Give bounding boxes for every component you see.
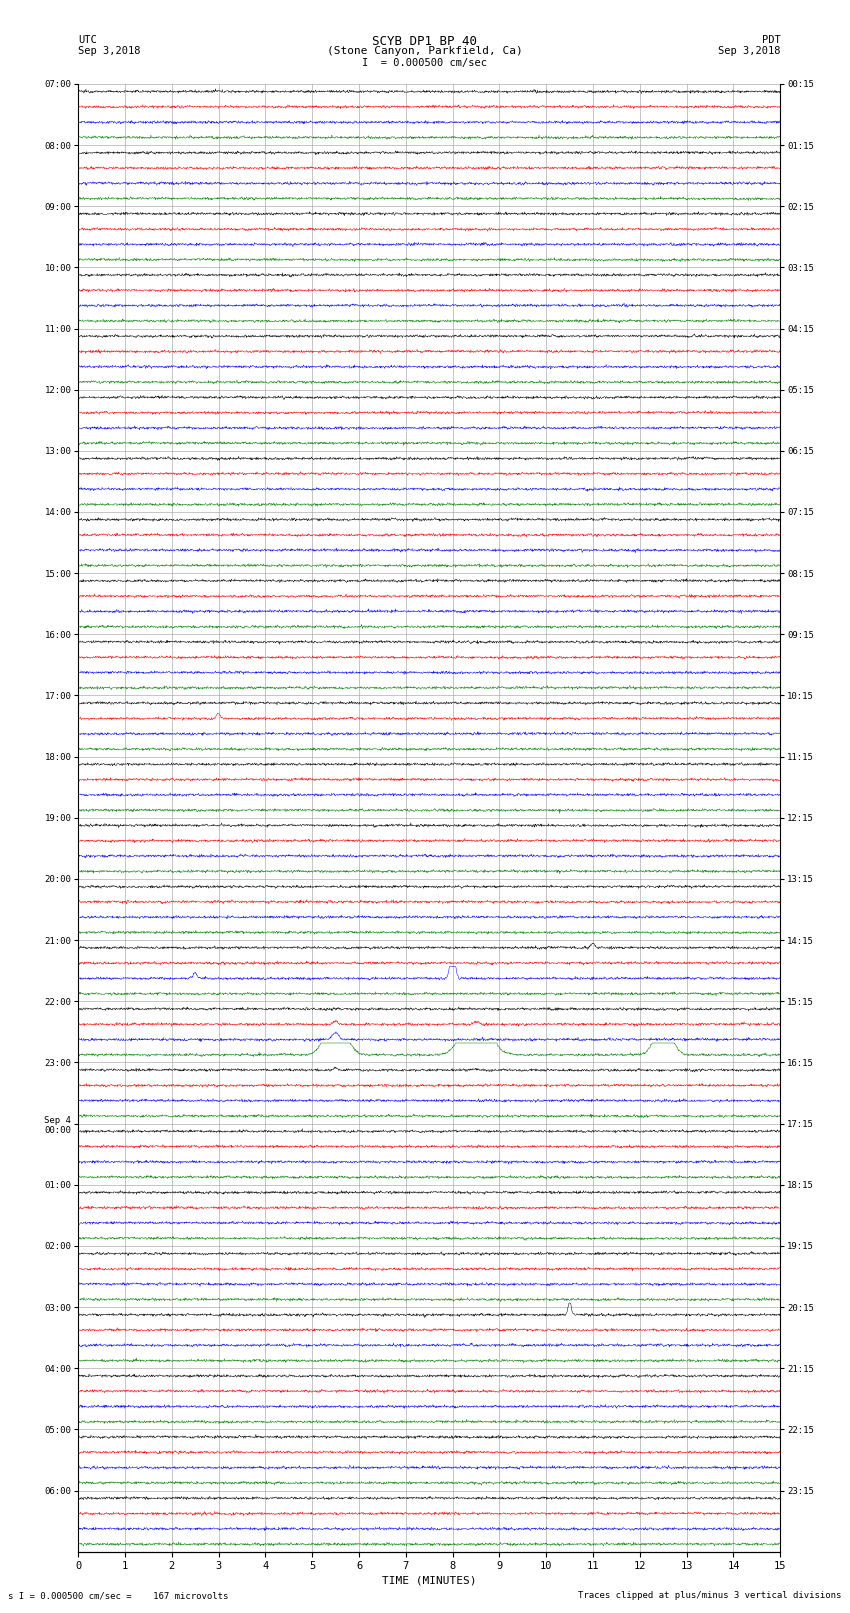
Text: s I = 0.000500 cm/sec =    167 microvolts: s I = 0.000500 cm/sec = 167 microvolts <box>8 1590 229 1600</box>
Text: UTC: UTC <box>78 35 97 45</box>
Text: PDT: PDT <box>762 35 780 45</box>
Text: Traces clipped at plus/minus 3 vertical divisions: Traces clipped at plus/minus 3 vertical … <box>578 1590 842 1600</box>
Text: Sep 3,2018: Sep 3,2018 <box>78 45 141 56</box>
Text: SCYB DP1 BP 40: SCYB DP1 BP 40 <box>372 35 478 48</box>
Text: I  = 0.000500 cm/sec: I = 0.000500 cm/sec <box>362 58 488 68</box>
Text: (Stone Canyon, Parkfield, Ca): (Stone Canyon, Parkfield, Ca) <box>327 45 523 56</box>
Text: Sep 3,2018: Sep 3,2018 <box>717 45 780 56</box>
X-axis label: TIME (MINUTES): TIME (MINUTES) <box>382 1576 477 1586</box>
